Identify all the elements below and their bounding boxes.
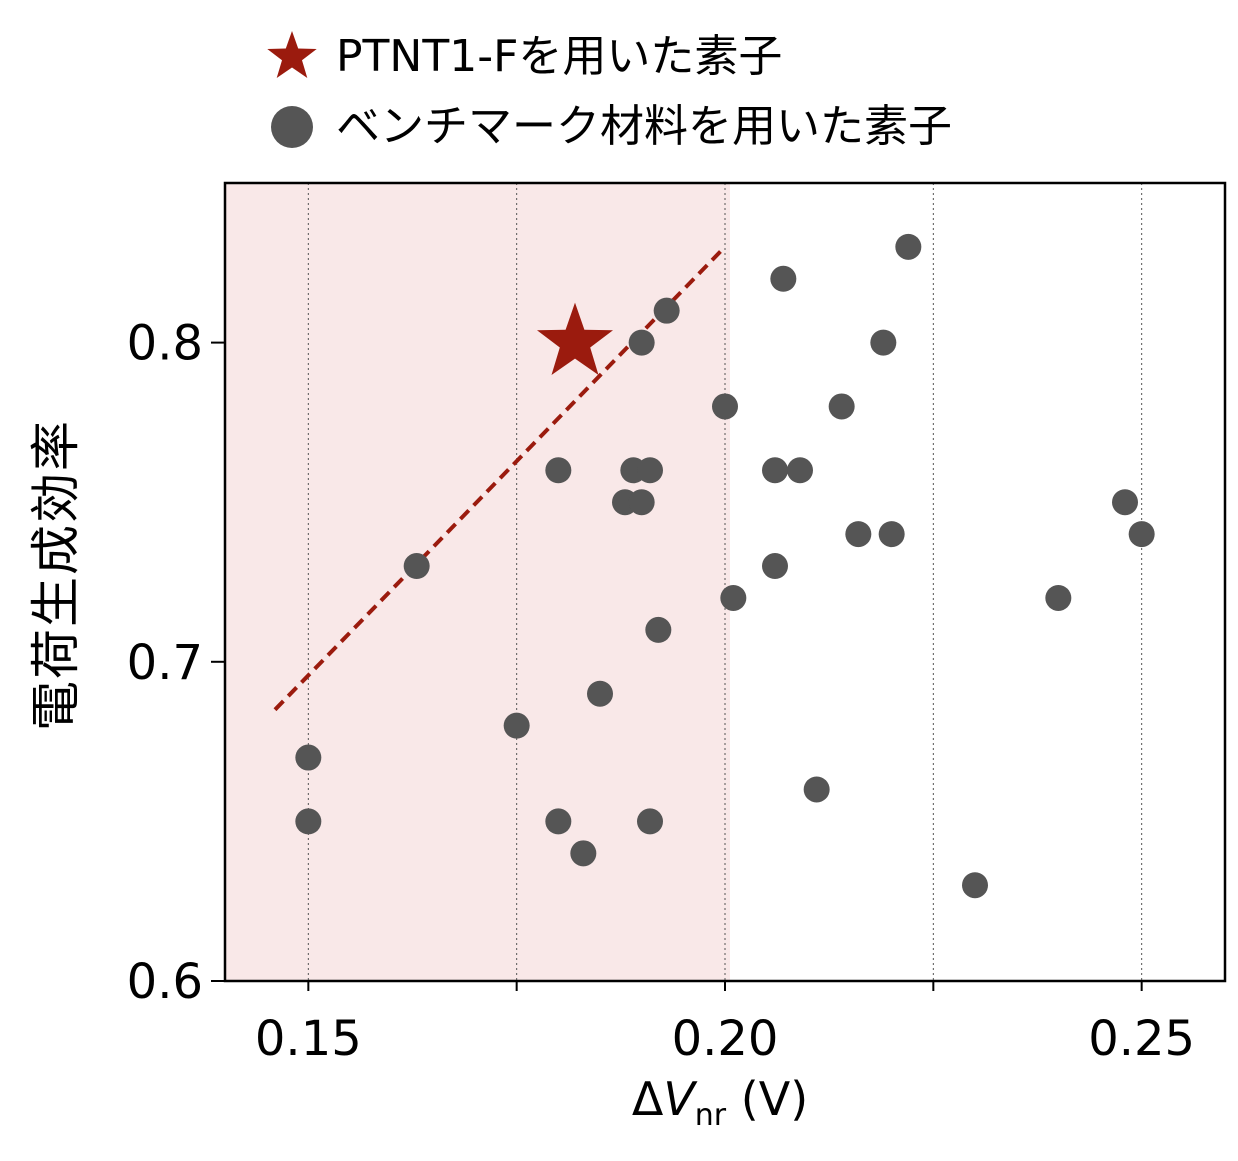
y-tick-label-1: 0.7 bbox=[127, 635, 203, 691]
legend-label-ptnt1f: PTNT1-Fを用いた素子 bbox=[336, 31, 783, 82]
data-point-benchmark-29 bbox=[1045, 584, 1072, 611]
x-axis-label-var: V bbox=[663, 1072, 695, 1126]
data-point-benchmark-24 bbox=[845, 521, 872, 548]
legend-label-benchmark: ベンチマーク材料を用いた素子 bbox=[336, 101, 952, 152]
data-point-benchmark-10 bbox=[628, 329, 655, 356]
y-tick-label-0: 0.6 bbox=[127, 954, 203, 1010]
data-point-benchmark-18 bbox=[762, 457, 788, 484]
y-tick-label-2: 0.8 bbox=[127, 316, 203, 372]
data-point-benchmark-12 bbox=[637, 457, 663, 484]
legend-item-benchmark: ベンチマーク材料を用いた素子 bbox=[262, 92, 952, 162]
data-point-benchmark-1 bbox=[295, 808, 322, 835]
legend: PTNT1-Fを用いた素子 ベンチマーク材料を用いた素子 bbox=[262, 22, 952, 162]
star-icon bbox=[262, 29, 322, 85]
circle-icon bbox=[262, 99, 322, 155]
data-point-benchmark-7 bbox=[587, 680, 613, 707]
data-point-benchmark-13 bbox=[637, 808, 663, 835]
x-axis-label-unit: (V) bbox=[726, 1072, 809, 1126]
data-point-benchmark-3 bbox=[503, 712, 530, 739]
legend-item-ptnt1f: PTNT1-Fを用いた素子 bbox=[262, 22, 952, 92]
data-point-benchmark-2 bbox=[403, 553, 430, 580]
data-point-benchmark-25 bbox=[870, 329, 897, 356]
data-point-benchmark-28 bbox=[962, 872, 988, 899]
data-point-benchmark-27 bbox=[895, 233, 922, 260]
data-point-benchmark-23 bbox=[828, 393, 855, 420]
x-axis-label-sub: nr bbox=[694, 1098, 727, 1133]
shaded-region bbox=[225, 183, 730, 981]
data-point-benchmark-21 bbox=[787, 457, 813, 484]
data-point-benchmark-5 bbox=[545, 808, 572, 835]
x-tick-label-0: 0.15 bbox=[255, 1011, 362, 1067]
y-axis-label: 電荷生成効率 bbox=[27, 419, 85, 731]
data-point-benchmark-16 bbox=[712, 393, 738, 420]
x-axis-label: ΔVnr (V) bbox=[632, 1072, 808, 1133]
data-point-benchmark-19 bbox=[762, 553, 788, 580]
data-point-benchmark-30 bbox=[1112, 489, 1138, 516]
trend-line bbox=[273, 245, 727, 712]
data-point-benchmark-14 bbox=[645, 616, 672, 643]
data-point-benchmark-20 bbox=[770, 265, 797, 292]
data-point-benchmark-4 bbox=[545, 457, 572, 484]
data-point-ptnt1f-0 bbox=[537, 302, 613, 375]
data-point-benchmark-22 bbox=[803, 776, 830, 803]
x-tick-label-2: 0.20 bbox=[672, 1011, 779, 1067]
data-point-benchmark-31 bbox=[1128, 521, 1155, 548]
data-point-benchmark-26 bbox=[878, 521, 905, 548]
data-point-benchmark-6 bbox=[570, 840, 597, 867]
x-tick-label-4: 0.25 bbox=[1088, 1011, 1195, 1067]
data-point-benchmark-15 bbox=[653, 297, 680, 324]
data-point-benchmark-11 bbox=[628, 489, 655, 516]
data-point-benchmark-17 bbox=[720, 584, 747, 611]
x-axis-label-delta: Δ bbox=[631, 1072, 664, 1126]
data-point-benchmark-0 bbox=[295, 744, 322, 771]
